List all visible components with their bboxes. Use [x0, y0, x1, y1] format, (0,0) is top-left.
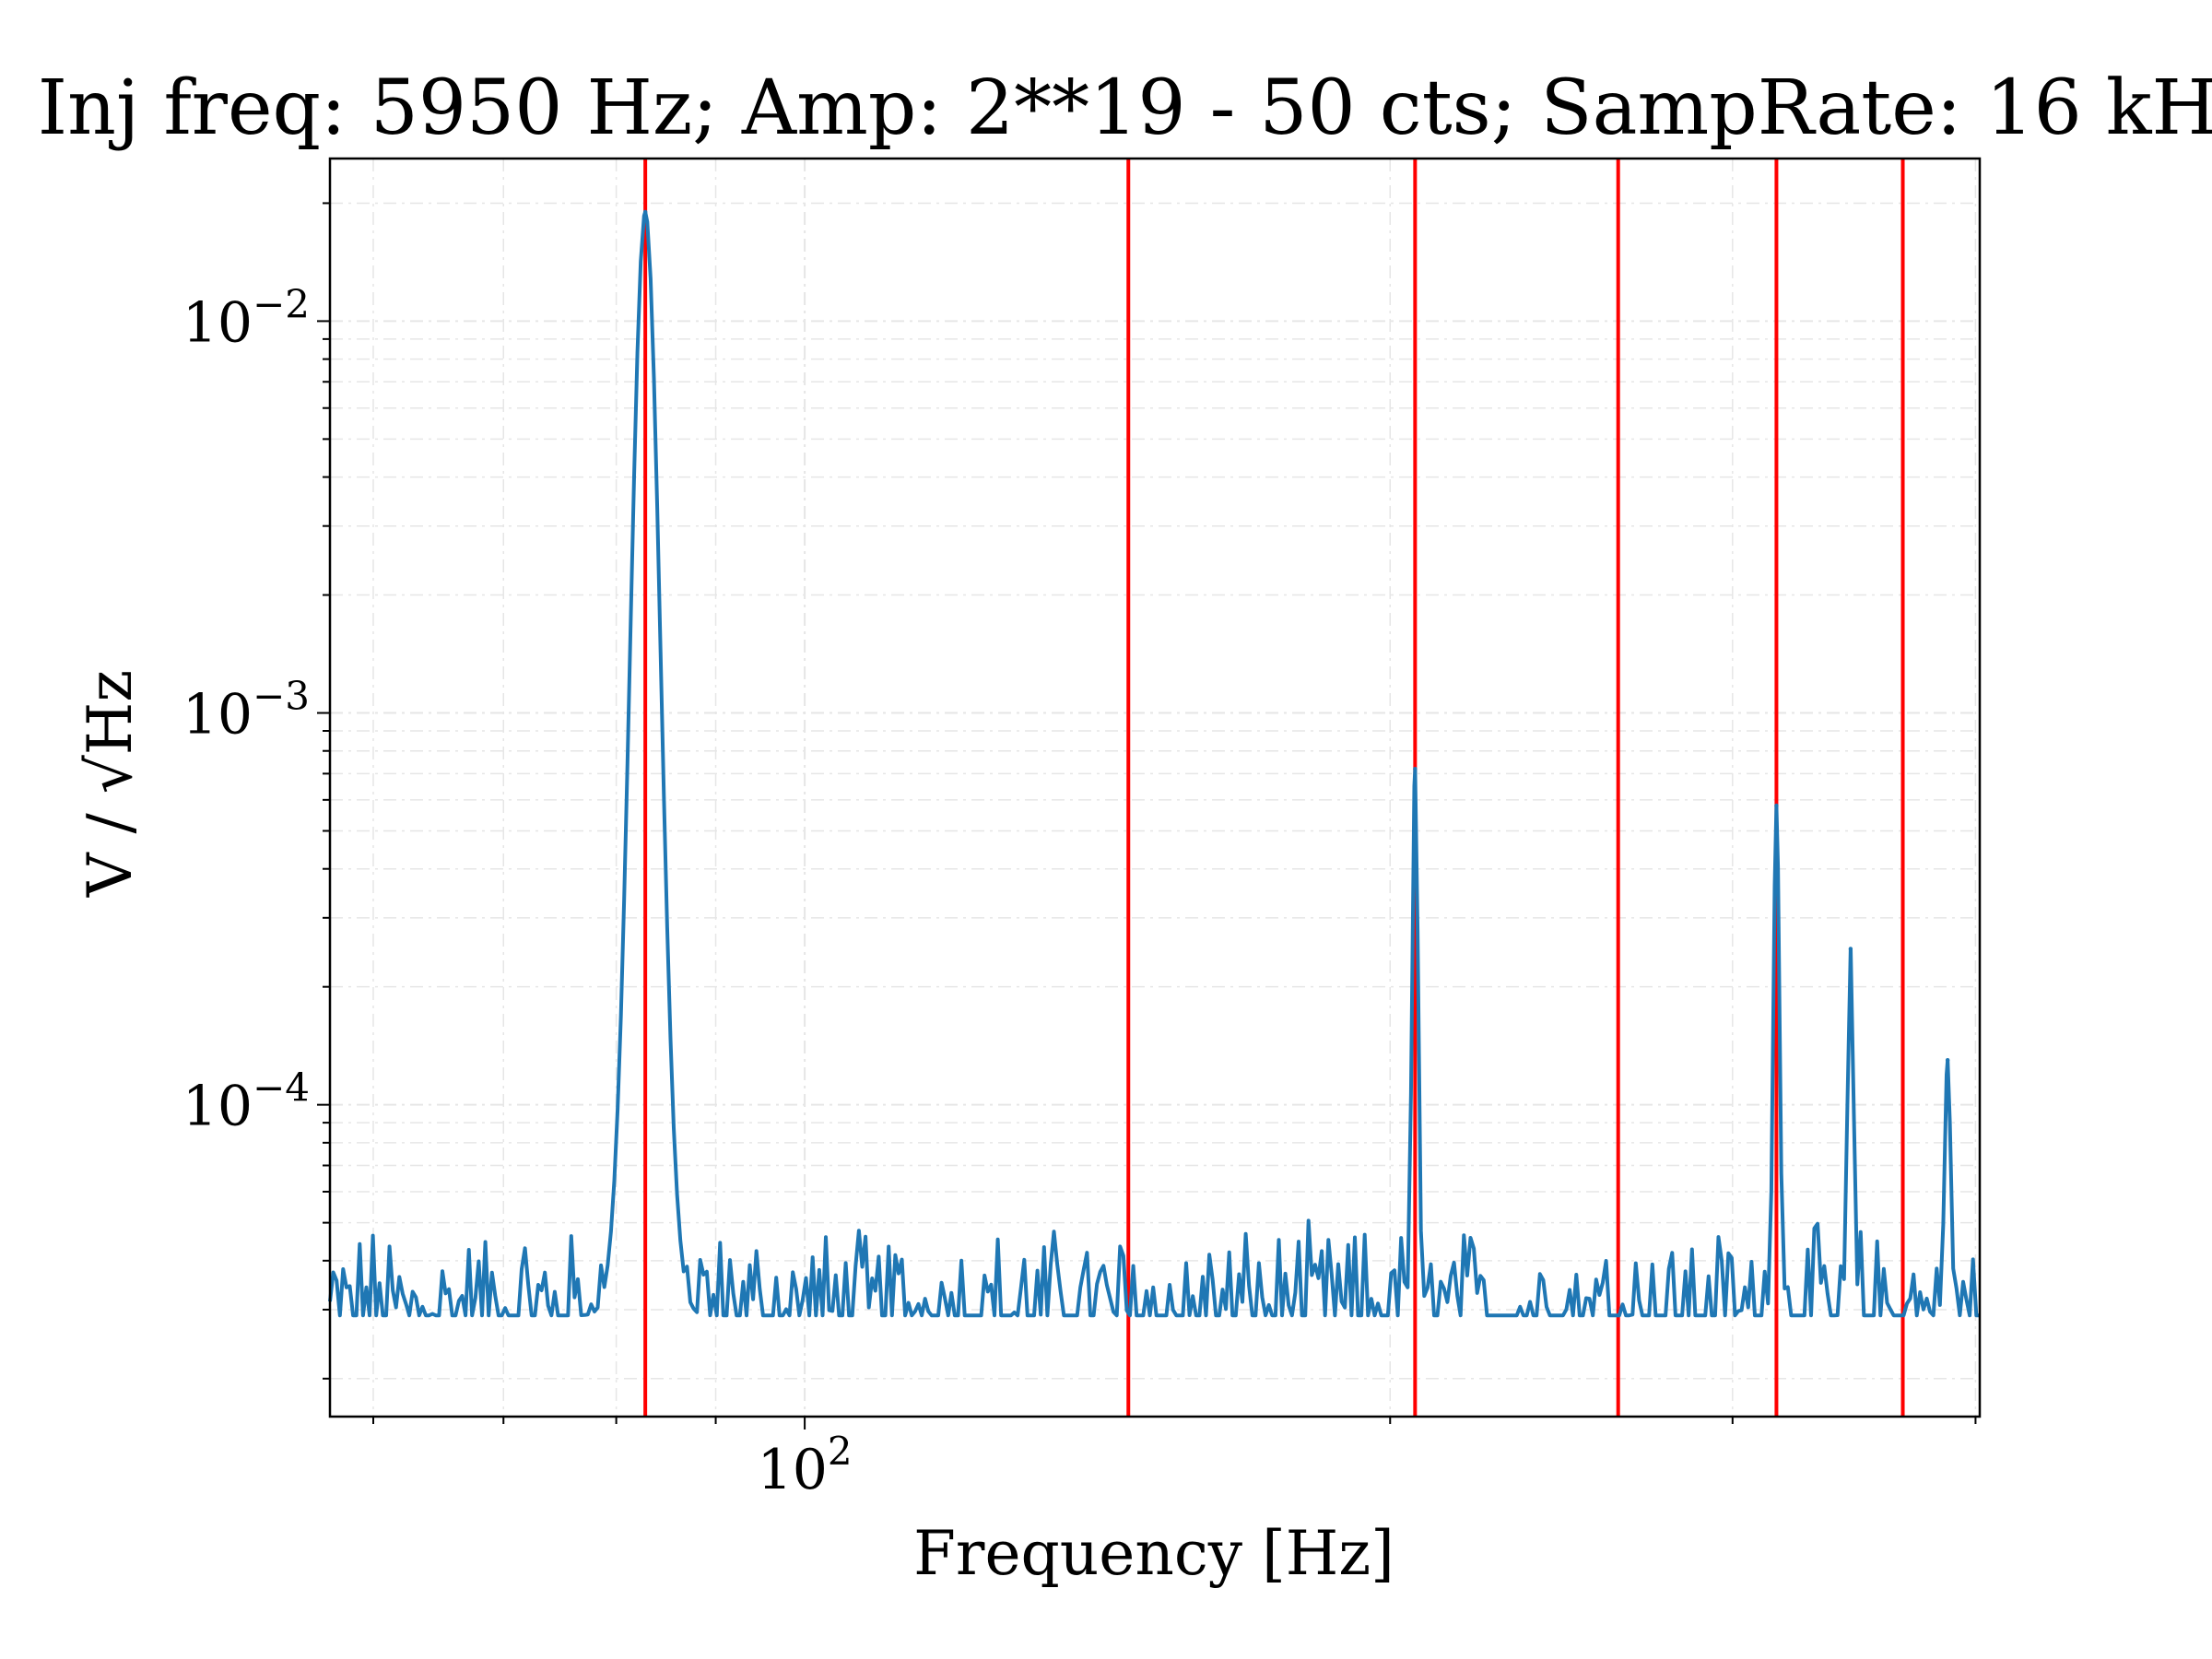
- x-tick-label: 102: [758, 1429, 853, 1502]
- y-tick-label: 10−2: [182, 281, 310, 355]
- spectrum-peak: [1848, 947, 1853, 951]
- x-axis-ticks: 102: [372, 1417, 1977, 1502]
- series-layer: [328, 209, 1980, 1318]
- spectrum-peak: [642, 209, 648, 215]
- marker-lines: [643, 159, 1905, 1417]
- chart-title: Inj freq: 5950 Hz; Amp: 2**19 - 50 cts; …: [38, 65, 2212, 152]
- spectrum-peak: [1413, 766, 1418, 771]
- grid: [330, 159, 1980, 1417]
- plot-frame: [328, 157, 1982, 1418]
- y-axis-label: V / √Hz: [75, 670, 146, 898]
- spectrum-peak: [1774, 803, 1779, 808]
- spectrum-peak: [1945, 1058, 1950, 1063]
- x-axis-label: Frequency [Hz]: [913, 1518, 1394, 1589]
- spectrum-line: [328, 209, 1980, 1318]
- y-axis-ticks: 10−4 10−3 10−2: [182, 202, 330, 1380]
- y-tick-label: 10−4: [182, 1065, 310, 1139]
- y-tick-label: 10−3: [182, 674, 310, 747]
